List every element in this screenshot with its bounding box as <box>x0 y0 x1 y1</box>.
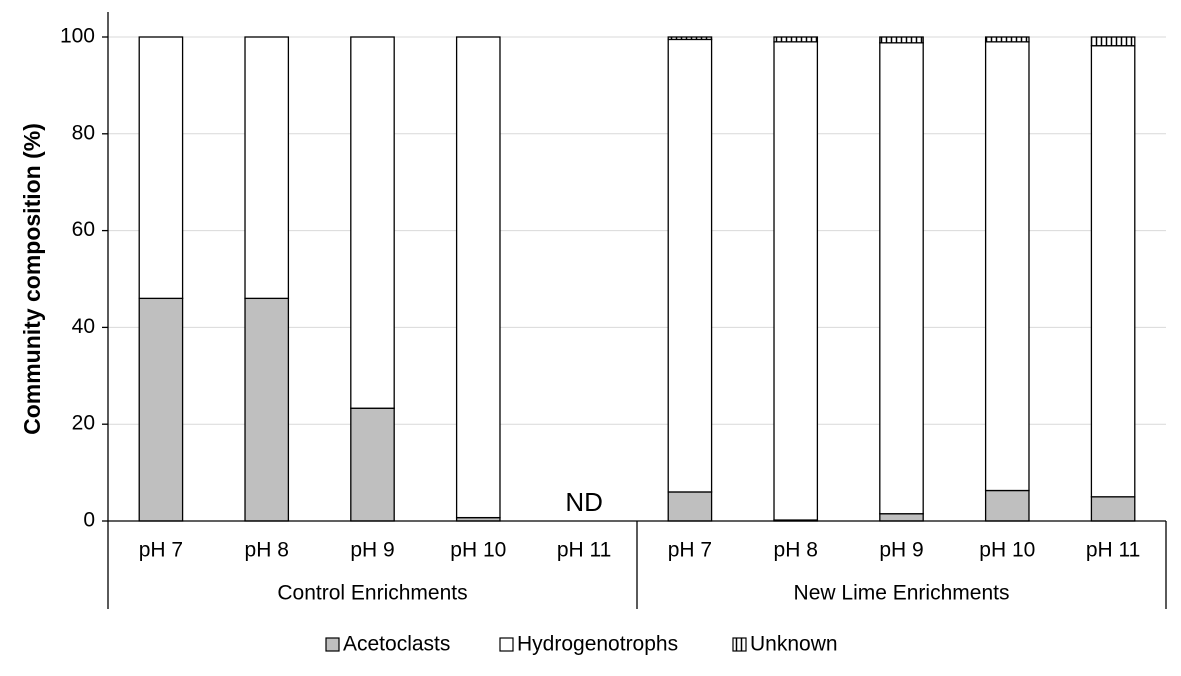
y-tick-label: 20 <box>72 412 95 435</box>
y-tick-label: 40 <box>72 315 95 338</box>
x-tick-label: pH 11 <box>1086 539 1140 562</box>
y-axis-label: Community composition (%) <box>19 123 45 435</box>
bar-unknown-7 <box>773 36 819 43</box>
y-axis-ticks: 0 20 40 60 80 100 <box>60 25 95 532</box>
legend-label: Unknown <box>750 633 838 656</box>
y-tick-label: 60 <box>72 218 95 241</box>
y-tick-label: 100 <box>60 25 95 48</box>
x-tick-label: pH 7 <box>139 539 183 562</box>
legend-swatch-acetoclasts <box>325 637 340 652</box>
bar-hydrogenotrophs-2 <box>244 36 290 300</box>
legend-swatch-unknown <box>732 637 747 652</box>
bar-hydrogenotrophs-10 <box>1090 45 1136 498</box>
group-label: Control Enrichments <box>277 582 467 605</box>
bar-hydrogenotrophs-9 <box>984 41 1030 492</box>
bar-acetoclasts-10 <box>1090 496 1136 522</box>
x-tick-label: pH 9 <box>879 539 923 562</box>
bar-unknown-6 <box>667 36 713 41</box>
bar-acetoclasts-3 <box>350 407 395 522</box>
x-tick-label: pH 10 <box>979 539 1035 562</box>
bar-hydrogenotrophs-1 <box>138 36 184 300</box>
bar-hydrogenotrophs-4 <box>455 36 501 519</box>
x-tick-label: pH 10 <box>450 539 506 562</box>
x-tick-label: pH 9 <box>350 539 394 562</box>
bar-acetoclasts-6 <box>667 491 713 522</box>
bar-unknown-9 <box>984 36 1030 43</box>
x-tick-label: pH 8 <box>774 539 818 562</box>
legend: Acetoclasts Hydrogenotrophs Unknown <box>325 633 838 656</box>
legend-label: Acetoclasts <box>343 633 450 656</box>
x-axis-ticks: pH 7 pH 8 pH 9 pH 10 pH 11 pH 7 pH 8 pH 9 pH 10 p… <box>107 521 1167 609</box>
legend-label: Hydrogenotrophs <box>517 633 678 656</box>
x-tick-label: pH 7 <box>668 539 712 562</box>
bar-acetoclasts-2 <box>244 297 290 522</box>
legend-swatch-hydrogenotrophs <box>499 637 514 652</box>
bar-hydrogenotrophs-3 <box>350 36 395 409</box>
x-tick-label: pH 11 <box>557 539 611 562</box>
y-tick-label: 0 <box>83 509 95 532</box>
bar-hydrogenotrophs-6 <box>667 38 713 493</box>
x-tick-label: pH 8 <box>245 539 289 562</box>
bar-acetoclasts-8 <box>879 513 924 522</box>
group-label: New Lime Enrichments <box>794 582 1010 605</box>
bar-hydrogenotrophs-7 <box>773 41 819 521</box>
bar-acetoclasts-9 <box>984 489 1030 522</box>
nd-annotation: ND <box>565 487 603 517</box>
y-tick-label: 80 <box>72 121 95 144</box>
bar-hydrogenotrophs-8 <box>879 42 924 515</box>
bar-acetoclasts-1 <box>138 297 184 522</box>
bars: ND <box>138 36 1136 522</box>
bar-unknown-10 <box>1090 36 1136 47</box>
bar-unknown-8 <box>879 36 924 44</box>
